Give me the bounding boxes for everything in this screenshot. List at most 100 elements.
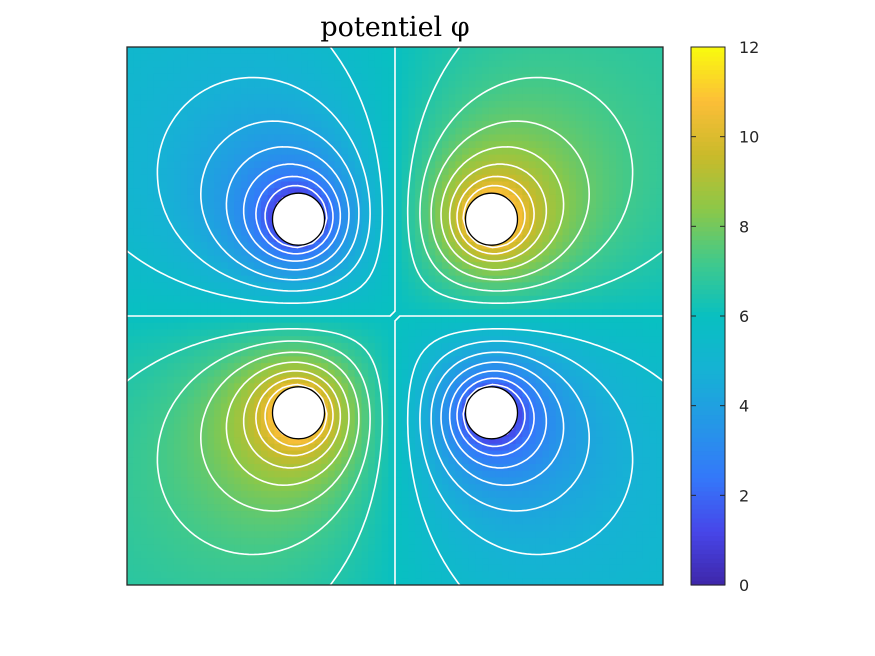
heat-cell: [281, 437, 289, 445]
heat-cell: [160, 389, 168, 398]
heat-cell: [482, 356, 490, 364]
heat-cell: [341, 316, 349, 324]
heat-cell: [354, 504, 363, 512]
heat-cell: [287, 443, 296, 452]
heat-cell: [321, 248, 329, 257]
heat-cell: [388, 188, 396, 196]
heat-cell: [234, 221, 242, 230]
heat-cell: [267, 141, 275, 149]
heat-cell: [348, 531, 356, 539]
heat-cell: [247, 134, 255, 142]
heat-cell: [374, 188, 383, 196]
heat-cell: [173, 470, 182, 478]
heat-cell: [127, 349, 135, 357]
heat-cell: [428, 544, 436, 552]
heat-cell: [529, 517, 537, 526]
heat-cell: [167, 194, 175, 203]
heat-cell: [180, 67, 188, 75]
heat-cell: [381, 114, 389, 122]
heat-cell: [133, 181, 141, 189]
heat-cell: [294, 363, 302, 371]
heat-cell: [354, 524, 363, 532]
heat-cell: [495, 87, 503, 95]
heat-cell: [200, 322, 208, 331]
heat-cell: [374, 336, 383, 344]
heat-cell: [435, 443, 443, 452]
heat-cell: [328, 248, 336, 257]
heat-cell: [247, 329, 255, 337]
heat-cell: [287, 349, 296, 357]
heat-cell: [408, 289, 416, 297]
heat-cell: [401, 403, 409, 411]
heat-cell: [274, 578, 282, 585]
heat-cell: [354, 174, 363, 183]
heat-cell: [240, 463, 249, 472]
heat-cell: [167, 295, 175, 304]
heat-cell: [160, 383, 168, 391]
heat-cell: [314, 578, 322, 585]
heat-cell: [207, 322, 215, 331]
heat-cell: [274, 141, 282, 149]
heat-cell: [428, 268, 436, 277]
heat-cell: [180, 161, 188, 169]
heat-cell: [301, 558, 309, 566]
heat-cell: [314, 289, 322, 297]
heat-cell: [348, 410, 356, 418]
heat-cell: [173, 537, 182, 546]
heat-cell: [240, 470, 249, 478]
heat-cell: [187, 356, 195, 364]
heat-cell: [194, 416, 202, 425]
heat-cell: [194, 154, 202, 162]
heat-cell: [287, 511, 296, 519]
heat-cell: [348, 363, 356, 371]
heat-cell: [240, 484, 249, 492]
heat-cell: [502, 537, 510, 546]
heat-cell: [200, 242, 208, 250]
heat-cell: [388, 389, 396, 398]
heat-cell: [227, 154, 235, 162]
heat-cell: [488, 141, 497, 149]
heat-cell: [462, 430, 470, 438]
heat-cell: [448, 389, 456, 398]
heat-cell: [475, 470, 483, 478]
heat-cell: [495, 147, 503, 156]
heat-cell: [167, 369, 175, 378]
heat-cell: [395, 463, 403, 472]
heat-cell: [160, 208, 168, 216]
heat-cell: [301, 289, 309, 297]
heat-cell: [374, 127, 383, 136]
heat-cell: [200, 295, 208, 304]
heat-cell: [207, 60, 215, 68]
heat-cell: [127, 383, 135, 391]
heat-cell: [220, 141, 229, 149]
heat-cell: [133, 342, 141, 351]
heat-cell: [127, 437, 135, 445]
heat-cell: [200, 141, 208, 149]
heat-cell: [508, 389, 517, 398]
heat-cell: [307, 168, 316, 176]
heat-cell: [153, 497, 162, 505]
heat-cell: [180, 295, 188, 304]
heat-cell: [542, 80, 550, 88]
heat-cell: [395, 127, 403, 136]
heat-cell: [475, 511, 483, 519]
heat-cell: [187, 302, 195, 310]
heat-cell: [348, 383, 356, 391]
heat-cell: [482, 255, 490, 263]
heat-cell: [301, 107, 309, 115]
heat-cell: [522, 497, 530, 505]
heat-cell: [194, 497, 202, 505]
heat-cell: [508, 114, 517, 122]
heat-cell: [488, 134, 497, 142]
heat-cell: [428, 107, 436, 115]
heat-cell: [468, 383, 476, 391]
heat-cell: [515, 497, 523, 505]
heat-cell: [428, 282, 436, 290]
heat-cell: [529, 141, 537, 149]
heat-cell: [301, 53, 309, 62]
heat-cell: [307, 295, 316, 304]
heat-cell: [287, 302, 296, 310]
heat-cell: [274, 73, 282, 82]
heat-cell: [381, 181, 389, 189]
heat-cell: [281, 141, 289, 149]
